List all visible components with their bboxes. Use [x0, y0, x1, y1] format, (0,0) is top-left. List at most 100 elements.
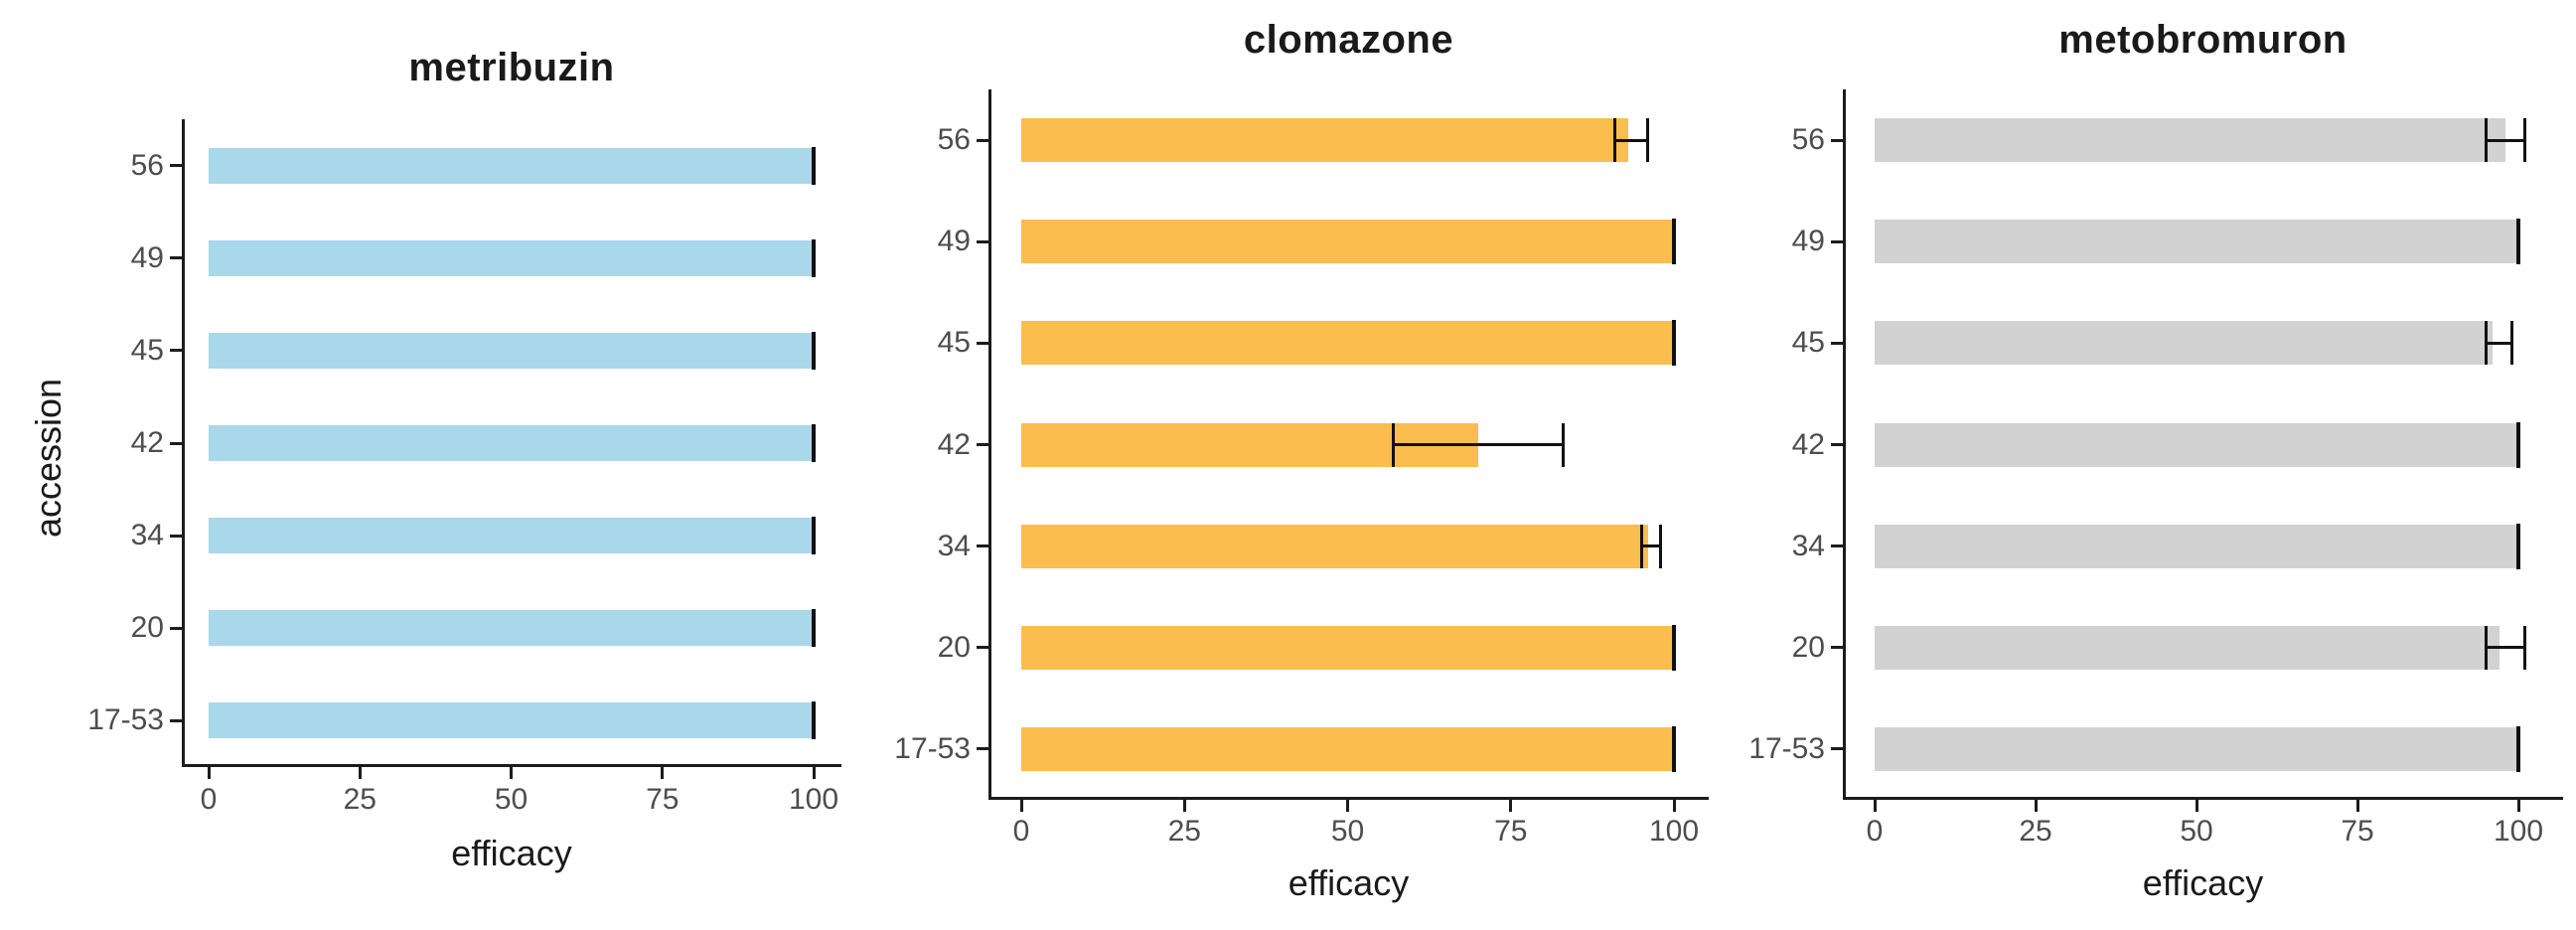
- bar-metobromuron-17-53: [1875, 726, 2518, 771]
- error-bar-line: [1614, 138, 1648, 142]
- panel-title-metobromuron: metobromuron: [2058, 18, 2348, 62]
- y-tick-mark: [1831, 239, 1843, 243]
- bar-clomazone-34: [1021, 524, 1648, 568]
- y-tick-mark: [977, 239, 988, 243]
- y-tick-mark: [170, 534, 182, 538]
- y-tick-mark: [1831, 443, 1843, 446]
- y-tick-mark: [1831, 138, 1843, 142]
- y-tick-mark: [977, 747, 988, 751]
- bar-metobromuron-34: [1875, 524, 2518, 568]
- bar-clomazone-45: [1021, 321, 1674, 366]
- x-tick-mark: [661, 767, 665, 779]
- error-bar-tick: [812, 701, 816, 740]
- x-axis-title-efficacy: efficacy: [451, 833, 572, 873]
- x-tick-mark: [510, 767, 513, 779]
- y-tick-label-accession: 49: [937, 225, 971, 258]
- y-tick-label-accession: 34: [130, 519, 164, 552]
- x-tick-mark: [1182, 800, 1186, 812]
- x-axis-title-efficacy: efficacy: [1288, 862, 1410, 903]
- panel-title-metribuzin: metribuzin: [408, 46, 615, 89]
- y-tick-label-accession: 56: [1791, 123, 1825, 157]
- bar-metribuzin-45: [209, 332, 814, 369]
- y-tick-mark: [977, 544, 988, 548]
- x-tick-mark: [1672, 800, 1676, 812]
- error-bar-cap: [1561, 422, 1565, 467]
- bar-metribuzin-42: [209, 425, 814, 461]
- x-axis-title-efficacy: efficacy: [2142, 862, 2264, 903]
- y-tick-label-accession: 17-53: [1748, 731, 1825, 765]
- y-tick-label-accession: 45: [130, 333, 164, 367]
- y-tick-label-accession: 42: [937, 427, 971, 461]
- y-tick-mark: [977, 138, 988, 142]
- x-tick-mark: [207, 767, 211, 779]
- bar-metobromuron-20: [1875, 625, 2500, 670]
- x-tick-label: 100: [2493, 815, 2544, 848]
- error-bar-cap: [2485, 321, 2489, 366]
- y-tick-mark: [977, 341, 988, 345]
- bar-metobromuron-49: [1875, 220, 2518, 264]
- x-tick-label: 50: [2180, 815, 2213, 848]
- error-bar-line: [2486, 341, 2512, 345]
- y-tick-label-accession: 17-53: [894, 731, 971, 765]
- bar-metribuzin-34: [209, 518, 814, 554]
- x-tick-mark: [2195, 800, 2198, 812]
- x-tick-label: 0: [1866, 815, 1884, 848]
- error-bar-tick: [2516, 725, 2520, 772]
- error-bar-cap: [1391, 422, 1395, 467]
- error-bar-tick: [812, 146, 816, 185]
- error-bar-tick: [1672, 320, 1676, 367]
- panel-metribuzin: metribuzin accession efficacy 0 25 50 75 100…: [0, 0, 864, 930]
- bar-clomazone-56: [1021, 118, 1628, 163]
- x-tick-label: 25: [1167, 815, 1201, 848]
- y-tick-mark: [170, 164, 182, 168]
- y-tick-mark: [1831, 341, 1843, 345]
- y-tick-label-accession: 42: [1791, 427, 1825, 461]
- x-tick-mark: [812, 767, 816, 779]
- y-tick-label-accession: 34: [1791, 529, 1825, 562]
- y-tick-mark: [1831, 747, 1843, 751]
- bar-metobromuron-42: [1875, 422, 2518, 467]
- error-bar-cap: [1639, 524, 1643, 568]
- y-tick-label-accession: 20: [130, 611, 164, 645]
- error-bar-line: [1641, 544, 1661, 548]
- x-tick-label: 25: [2019, 815, 2052, 848]
- error-bar-tick: [2516, 421, 2520, 468]
- x-tick-mark: [1873, 800, 1877, 812]
- plot-area-clomazone: [988, 89, 1709, 800]
- x-tick-label: 75: [1494, 815, 1528, 848]
- error-bar-tick: [2516, 219, 2520, 265]
- error-bar-cap: [2485, 625, 2489, 670]
- error-bar-tick: [2516, 523, 2520, 569]
- error-bar-cap: [2510, 321, 2514, 366]
- error-bar-cap: [2522, 625, 2526, 670]
- error-bar-tick: [812, 517, 816, 555]
- bar-metribuzin-20: [209, 610, 814, 647]
- x-tick-label: 0: [200, 783, 218, 816]
- bar-clomazone-17-53: [1021, 726, 1674, 771]
- x-tick-label: 50: [1330, 815, 1365, 848]
- error-bar-tick: [1672, 219, 1676, 265]
- bar-metribuzin-56: [209, 147, 814, 184]
- error-bar-cap: [1659, 524, 1663, 568]
- y-tick-label-accession: 34: [937, 529, 971, 562]
- x-tick-mark: [2034, 800, 2038, 812]
- y-tick-mark: [1831, 544, 1843, 548]
- y-tick-label-accession: 20: [937, 630, 971, 664]
- bar-metobromuron-56: [1875, 118, 2506, 163]
- x-tick-mark: [2355, 800, 2359, 812]
- error-bar-tick: [812, 331, 816, 370]
- bar-clomazone-20: [1021, 625, 1674, 670]
- error-bar-tick: [812, 424, 816, 462]
- y-tick-mark: [170, 718, 182, 722]
- x-tick-label: 75: [646, 783, 680, 816]
- x-tick-mark: [358, 767, 362, 779]
- panel-title-clomazone: clomazone: [1243, 18, 1454, 62]
- y-tick-label-accession: 20: [1791, 630, 1825, 664]
- y-tick-label-accession: 17-53: [87, 703, 164, 737]
- y-tick-label-accession: 49: [1791, 225, 1825, 258]
- y-tick-label-accession: 56: [937, 123, 971, 157]
- bar-metribuzin-17-53: [209, 702, 814, 739]
- y-tick-label-accession: 56: [130, 148, 164, 182]
- plot-area-metobromuron: [1843, 89, 2563, 800]
